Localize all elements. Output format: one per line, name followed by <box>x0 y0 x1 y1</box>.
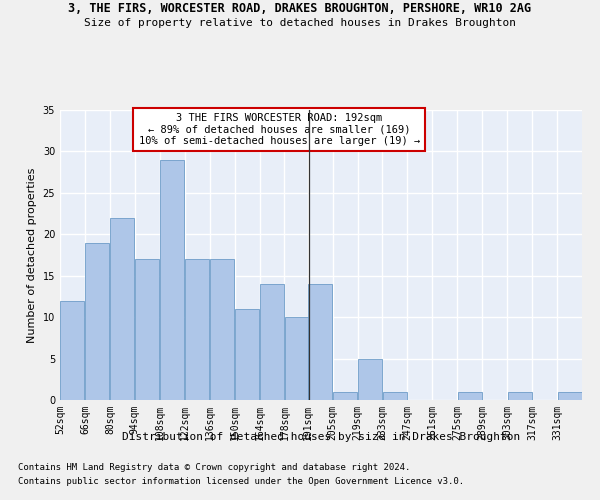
Bar <box>210 259 234 400</box>
Bar <box>308 284 332 400</box>
Bar <box>358 358 382 400</box>
Text: 3, THE FIRS, WORCESTER ROAD, DRAKES BROUGHTON, PERSHORE, WR10 2AG: 3, THE FIRS, WORCESTER ROAD, DRAKES BROU… <box>68 2 532 16</box>
Bar <box>508 392 532 400</box>
Bar <box>260 284 284 400</box>
Bar <box>160 160 184 400</box>
Bar <box>458 392 482 400</box>
Bar <box>110 218 134 400</box>
Bar <box>85 242 109 400</box>
Text: Contains HM Land Registry data © Crown copyright and database right 2024.: Contains HM Land Registry data © Crown c… <box>18 464 410 472</box>
Bar <box>235 309 259 400</box>
Bar <box>383 392 407 400</box>
Bar <box>135 259 160 400</box>
Y-axis label: Number of detached properties: Number of detached properties <box>27 168 37 342</box>
Text: 3 THE FIRS WORCESTER ROAD: 192sqm
← 89% of detached houses are smaller (169)
10%: 3 THE FIRS WORCESTER ROAD: 192sqm ← 89% … <box>139 113 420 146</box>
Text: Size of property relative to detached houses in Drakes Broughton: Size of property relative to detached ho… <box>84 18 516 28</box>
Text: Distribution of detached houses by size in Drakes Broughton: Distribution of detached houses by size … <box>122 432 520 442</box>
Bar <box>61 300 85 400</box>
Bar <box>557 392 581 400</box>
Bar <box>333 392 357 400</box>
Text: Contains public sector information licensed under the Open Government Licence v3: Contains public sector information licen… <box>18 477 464 486</box>
Bar <box>185 259 209 400</box>
Bar <box>285 317 309 400</box>
